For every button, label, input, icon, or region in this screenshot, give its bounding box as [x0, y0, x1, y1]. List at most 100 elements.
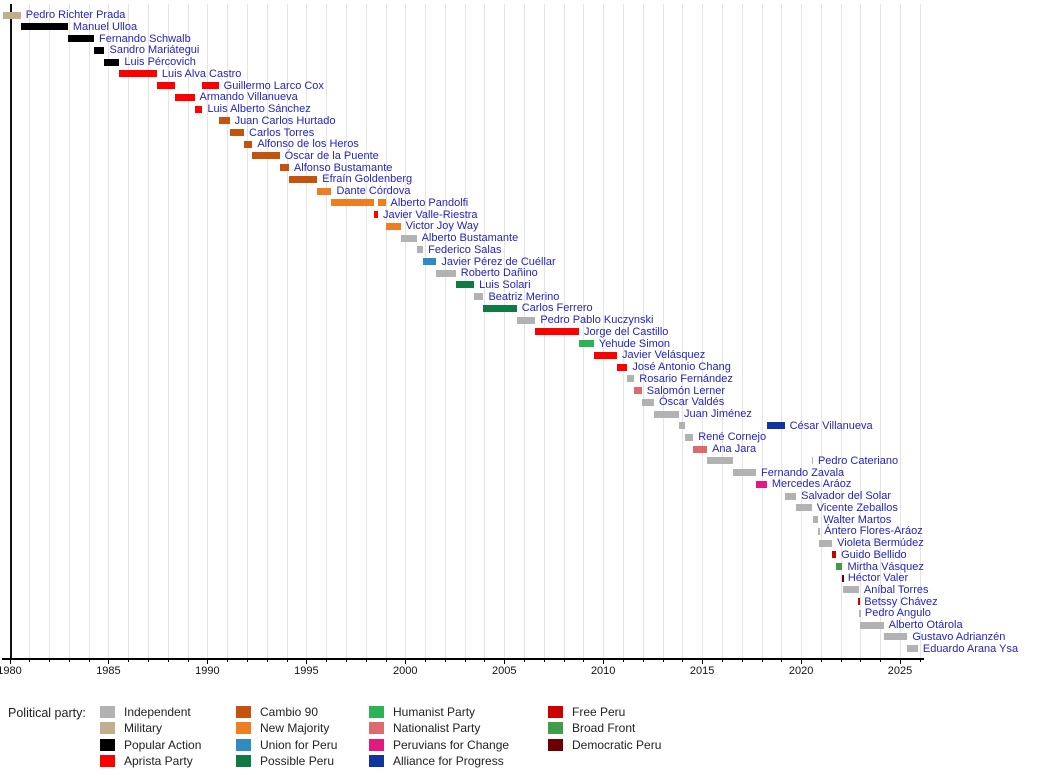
year-gridline — [49, 4, 51, 658]
year-gridline — [702, 4, 704, 658]
minister-name-link[interactable]: Jorge del Castillo — [584, 325, 669, 338]
minister-name-link[interactable]: Alberto Otárola — [888, 619, 963, 632]
minister-name-link[interactable]: Ántero Flores-Aráoz — [824, 525, 923, 538]
minister-name-link[interactable]: Guillermo Larco Cox — [223, 79, 324, 92]
year-tick-major — [306, 658, 308, 664]
legend-party-label: Democratic Peru — [572, 737, 662, 752]
year-tick-minor — [286, 658, 288, 662]
term-bar — [218, 117, 230, 125]
year-tick-minor — [464, 658, 466, 662]
term-bar — [842, 574, 845, 582]
minister-name-link[interactable]: Rosario Fernández — [639, 372, 733, 385]
legend-swatch — [236, 722, 251, 735]
minister-name-link[interactable]: José Antonio Chang — [632, 361, 731, 374]
legend-swatch — [369, 755, 384, 768]
minister-name-link[interactable]: Javier Velásquez — [622, 349, 706, 362]
term-bar — [94, 46, 105, 54]
year-gridline — [622, 4, 624, 658]
term-bar — [641, 398, 655, 406]
minister-name-link[interactable]: Alfonso Bustamante — [293, 161, 393, 174]
minister-name-link[interactable]: Federico Salas — [428, 243, 502, 256]
minister-name-link[interactable]: Salvador del Solar — [801, 490, 892, 503]
term-bar — [634, 387, 642, 395]
year-gridline — [860, 4, 862, 658]
term-bar — [685, 433, 694, 441]
term-bar — [252, 152, 280, 160]
minister-name-link[interactable]: Armando Villanueva — [199, 91, 298, 104]
minister-name-link[interactable]: Alfonso de los Heros — [257, 138, 359, 151]
minister-name-link[interactable]: Héctor Valer — [847, 572, 909, 585]
year-gridline — [266, 4, 268, 658]
term-bar — [617, 363, 628, 371]
year-tick-minor — [187, 658, 189, 662]
minister-name-link[interactable]: Gustavo Adrianzén — [912, 630, 1006, 643]
minister-name-link[interactable]: Óscar de la Puente — [284, 149, 379, 162]
minister-name-link[interactable]: Manuel Ulloa — [72, 20, 138, 33]
minister-name-link[interactable]: Pedro Cateriano — [817, 454, 899, 467]
minister-name-link[interactable]: Juan Jiménez — [683, 408, 752, 421]
year-label: 2020 — [788, 665, 814, 677]
year-tick-major — [9, 658, 11, 664]
minister-name-link[interactable]: Eduardo Arana Ysa — [922, 642, 1019, 655]
year-tick-minor — [682, 658, 684, 662]
minister-name-link[interactable]: Pedro Angulo — [864, 607, 931, 620]
legend-party-label: Independent — [124, 705, 191, 719]
minister-name-link[interactable]: Carlos Ferrero — [521, 302, 593, 315]
minister-name-link[interactable]: Fernando Zavala — [760, 466, 845, 479]
minister-name-link[interactable]: Carlos Torres — [249, 126, 315, 139]
year-tick-minor — [880, 658, 882, 662]
minister-name-link[interactable]: Yehude Simon — [598, 337, 671, 350]
year-tick-minor — [781, 658, 783, 662]
minister-name-link[interactable]: César Villanueva — [789, 419, 873, 432]
minister-name-link[interactable]: Ana Jara — [712, 443, 757, 456]
minister-name-link[interactable]: Pedro Richter Prada — [25, 9, 126, 22]
minister-name-link[interactable]: Beatriz Merino — [488, 290, 560, 303]
minister-name-link[interactable]: Javier Pérez de Cuéllar — [441, 255, 556, 268]
legend-party-label: Cambio 90 — [260, 705, 319, 719]
legend: Political party: Independent Military Popu… — [0, 698, 1050, 778]
legend-swatch — [100, 755, 115, 768]
minister-name-link[interactable]: Fernando Schwalb — [99, 32, 191, 45]
year-tick-minor — [919, 658, 921, 662]
term-bar — [385, 222, 401, 230]
minister-name-link[interactable]: Pedro Pablo Kuczynski — [540, 314, 654, 327]
year-gridline — [900, 4, 902, 658]
minister-name-link[interactable]: Roberto Dañino — [460, 267, 538, 280]
minister-name-link[interactable]: Aníbal Torres — [863, 583, 929, 596]
minister-name-link[interactable]: Luis Alva Castro — [161, 67, 242, 80]
minister-name-link[interactable]: Javier Valle-Riestra — [382, 208, 478, 221]
minister-name-link[interactable]: Alberto Pandolfi — [390, 196, 469, 209]
minister-name-link[interactable]: Mirtha Vásquez — [847, 560, 924, 573]
minister-name-link[interactable]: Dante Córdova — [336, 185, 411, 198]
legend-party-label: Peruvians for Change — [393, 737, 510, 752]
minister-name-link[interactable]: Walter Martos — [823, 513, 892, 526]
minister-name-link[interactable]: Salomón Lerner — [646, 384, 726, 397]
term-bar — [859, 621, 884, 629]
minister-name-link[interactable]: Mercedes Aráoz — [771, 478, 852, 491]
year-gridline — [227, 4, 229, 658]
minister-name-link[interactable]: Alberto Bustamante — [421, 232, 519, 245]
minister-name-link[interactable]: Juan Carlos Hurtado — [234, 114, 336, 127]
year-gridline — [68, 4, 70, 658]
minister-name-link[interactable]: Vicente Zeballos — [816, 501, 898, 514]
minister-name-link[interactable]: Sandro Mariátegui — [109, 44, 200, 57]
minister-name-link[interactable]: Guido Bellido — [841, 548, 907, 561]
minister-name-link[interactable]: René Cornejo — [698, 431, 767, 444]
year-tick-minor — [820, 658, 822, 662]
minister-name-link[interactable]: Luis Pércovich — [124, 56, 196, 69]
term-bar — [400, 234, 417, 242]
year-gridline — [840, 4, 842, 658]
year-gridline — [128, 4, 130, 658]
minister-name-link[interactable]: Betssy Chávez — [864, 595, 938, 608]
minister-name-link[interactable]: Violeta Bermúdez — [837, 537, 924, 550]
minister-name-link[interactable]: Luis Solari — [479, 278, 531, 291]
minister-name-link[interactable]: Efraín Goldenberg — [322, 173, 413, 186]
year-tick-minor — [444, 658, 446, 662]
year-tick-major — [801, 658, 803, 664]
minister-name-link[interactable]: Óscar Valdés — [659, 396, 725, 409]
year-gridline — [326, 4, 328, 658]
minister-name-link[interactable]: Victor Joy Way — [405, 220, 479, 233]
minister-name-link[interactable]: Luis Alberto Sánchez — [207, 103, 311, 116]
term-bar — [2, 11, 21, 19]
term-bar — [784, 492, 797, 500]
